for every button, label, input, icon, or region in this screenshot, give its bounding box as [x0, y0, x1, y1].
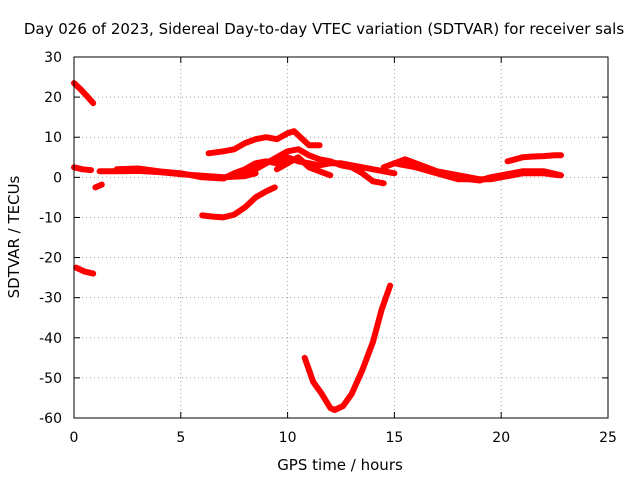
series-line-arc-8 [199, 184, 278, 221]
series-line-arc-9 [231, 146, 387, 187]
x-tick-label: 25 [599, 430, 617, 446]
y-tick-label: -10 [39, 210, 62, 226]
y-tick-label: -50 [39, 371, 62, 387]
series-group [71, 80, 564, 413]
x-tick-labels: 0 5 10 15 20 25 [70, 430, 617, 446]
y-axis-label: SDTVAR / TECUs [5, 175, 23, 298]
x-tick-label: 20 [492, 430, 510, 446]
series-line-arc-10 [273, 154, 334, 179]
x-tick-label: 5 [176, 430, 185, 446]
series-line-arc-2 [71, 164, 95, 174]
y-tick-label: -40 [39, 331, 62, 347]
chart-title: Day 026 of 2023, Sidereal Day-to-day VTE… [24, 20, 624, 38]
series-line-arc-7 [205, 128, 323, 157]
series-line-arc-6 [113, 154, 398, 182]
grid [74, 57, 608, 418]
y-tick-label: 0 [53, 170, 62, 186]
axis-ticks [73, 56, 609, 419]
y-tick-labels: -60 -50 -40 -30 -20 -10 0 10 20 30 [39, 50, 62, 427]
x-tick-label: 0 [70, 430, 79, 446]
y-tick-label: 20 [44, 90, 62, 106]
x-tick-label: 15 [385, 430, 403, 446]
series-line-arc-14 [504, 152, 564, 165]
y-tick-label: -60 [39, 411, 62, 427]
series-line-arc-13 [391, 160, 564, 184]
y-tick-label: 30 [44, 50, 62, 66]
x-axis-label: GPS time / hours [277, 456, 403, 474]
y-tick-label: 10 [44, 130, 62, 146]
series-line-arc-3 [92, 181, 105, 191]
y-tick-label: -20 [39, 251, 62, 267]
y-tick-label: -30 [39, 291, 62, 307]
x-tick-label: 10 [279, 430, 297, 446]
series-line-arc-1 [71, 80, 97, 107]
series-line-arc-4 [73, 264, 97, 277]
series-line-arc-11 [301, 282, 394, 413]
plot-frame [73, 56, 609, 419]
